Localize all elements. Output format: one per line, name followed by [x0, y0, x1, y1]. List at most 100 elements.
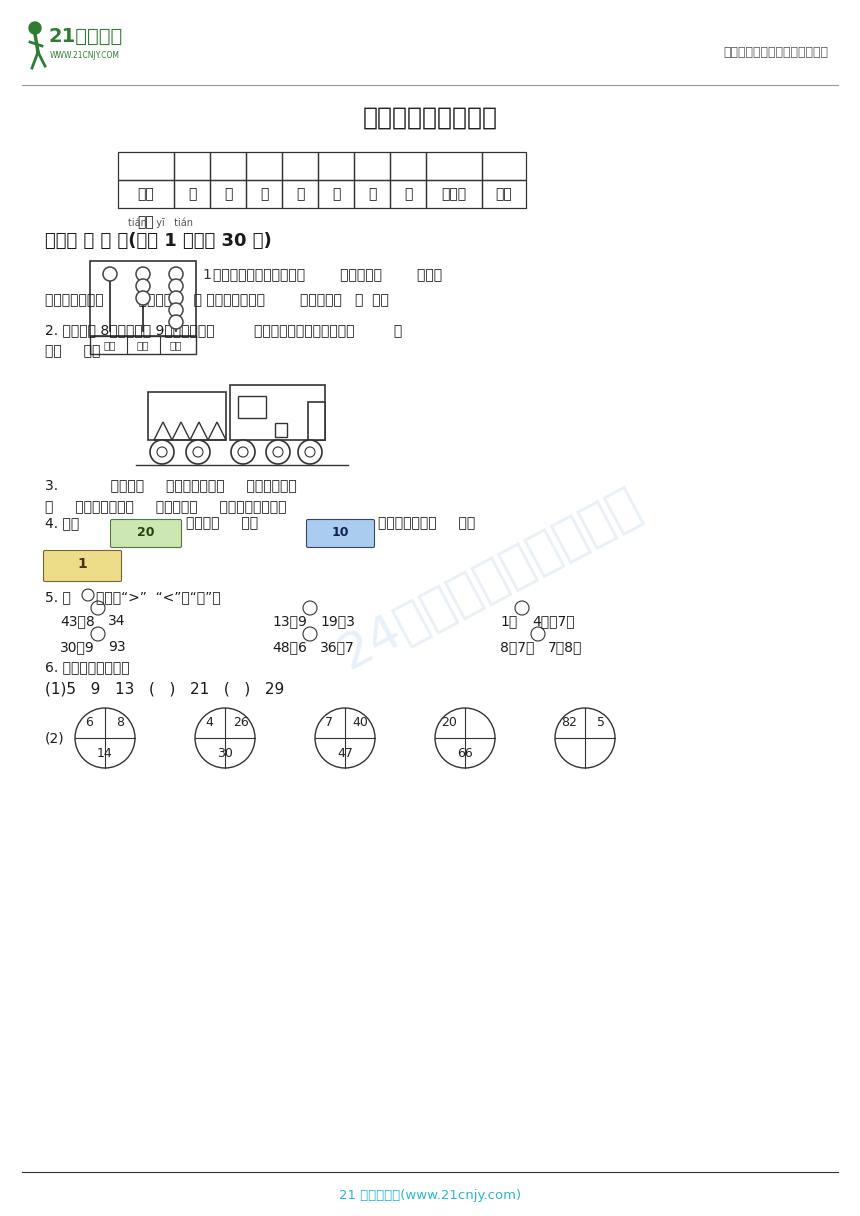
Text: 左图计数器上的数读作（        ），写作（        ）。这: 左图计数器上的数读作（ ），写作（ ）。这: [213, 268, 442, 282]
Text: 1: 1: [77, 557, 87, 572]
Bar: [426, 180, 482, 208]
Text: 3.            图中有（     ）个长方形，（     ）个正方形，: 3. 图中有（ ）个长方形，（ ）个正方形，: [45, 478, 297, 492]
Circle shape: [169, 315, 183, 330]
Circle shape: [305, 447, 315, 457]
Circle shape: [298, 440, 322, 465]
Text: 47: 47: [337, 747, 353, 760]
Text: 30＋9: 30＋9: [60, 640, 95, 654]
Text: 6: 6: [85, 716, 94, 728]
Circle shape: [157, 447, 167, 457]
Text: 5: 5: [597, 716, 605, 728]
Bar: [118, 152, 174, 180]
Text: 六: 六: [368, 187, 376, 201]
Text: 8元7角: 8元7角: [500, 640, 534, 654]
Text: 4角＋7角: 4角＋7角: [532, 614, 574, 627]
Text: 19＋3: 19＋3: [320, 614, 355, 627]
Text: 中小学教育资源及组卷应用平台: 中小学教育资源及组卷应用平台: [723, 45, 828, 58]
Circle shape: [195, 708, 255, 769]
Text: 21世纪教育: 21世纪教育: [48, 27, 122, 45]
Bar: [22, 15, 187, 81]
Text: 36＋7: 36＋7: [320, 640, 354, 654]
Circle shape: [193, 447, 203, 457]
Text: 可以换（     ）张: 可以换（ ）张: [186, 516, 258, 530]
Bar: [148, 392, 226, 440]
Bar: [275, 423, 287, 437]
Text: 24世纪教育网精选资料: 24世纪教育网精选资料: [331, 480, 648, 680]
Bar: [118, 180, 174, 208]
Text: 43－8: 43－8: [60, 614, 95, 627]
Text: 20: 20: [441, 716, 458, 728]
Text: 4. 一张: 4. 一张: [45, 516, 79, 530]
Text: (2): (2): [45, 731, 64, 745]
Bar: [174, 180, 210, 208]
Text: 和（     ）。: 和（ ）。: [45, 344, 101, 358]
Bar: [90, 336, 196, 354]
Circle shape: [266, 440, 290, 465]
Text: 13＋9: 13＋9: [272, 614, 307, 627]
Circle shape: [136, 291, 150, 305]
Text: 7元8角: 7元8角: [548, 640, 582, 654]
Bar: [90, 261, 196, 336]
Bar: [238, 396, 266, 418]
Circle shape: [169, 291, 183, 305]
Circle shape: [91, 601, 105, 615]
Circle shape: [29, 22, 41, 34]
Text: 5. 在: 5. 在: [45, 590, 71, 604]
Text: 题号: 题号: [138, 187, 155, 201]
Circle shape: [515, 601, 529, 615]
Bar: [210, 180, 246, 208]
Text: 26: 26: [233, 716, 249, 728]
Bar: [246, 180, 282, 208]
Circle shape: [75, 708, 135, 769]
Circle shape: [238, 447, 248, 457]
Text: 二: 二: [224, 187, 232, 201]
Bar: [390, 180, 426, 208]
Text: 四: 四: [296, 187, 304, 201]
Text: 期末素养达标测试卷: 期末素养达标测试卷: [363, 106, 497, 130]
Text: 34: 34: [108, 614, 126, 627]
Text: 48－6: 48－6: [272, 640, 307, 654]
Text: 93: 93: [108, 640, 126, 654]
Bar: [390, 152, 426, 180]
Text: 4: 4: [206, 716, 213, 728]
Text: 30: 30: [217, 747, 233, 760]
Text: 一: 一: [187, 187, 196, 201]
Circle shape: [531, 627, 545, 641]
Text: （     ）个三角形，（     ）个圆，（     ）个平行四边形。: （ ）个三角形，（ ）个圆，（ ）个平行四边形。: [45, 500, 286, 514]
Text: WWW.21CNJY.COM: WWW.21CNJY.COM: [50, 51, 120, 60]
Text: 得分: 得分: [138, 215, 155, 229]
Bar: [354, 180, 390, 208]
Bar: [230, 385, 325, 440]
Text: 40: 40: [353, 716, 369, 728]
Text: 总分: 总分: [495, 187, 513, 201]
Circle shape: [91, 627, 105, 641]
Circle shape: [136, 268, 150, 281]
Circle shape: [169, 278, 183, 293]
Text: 20: 20: [138, 525, 155, 539]
Text: 三: 三: [260, 187, 268, 201]
Bar: [282, 180, 318, 208]
Text: tián   yī   tián: tián yī tián: [128, 218, 193, 229]
Text: 个位: 个位: [169, 340, 182, 350]
Text: 十位: 十位: [137, 340, 150, 350]
Text: 66: 66: [458, 747, 473, 760]
Circle shape: [555, 708, 615, 769]
Circle shape: [136, 278, 150, 293]
Text: 21 世纪教育网(www.21cnjy.com): 21 世纪教育网(www.21cnjy.com): [339, 1188, 521, 1201]
Text: 里填上“>”  “<”或“＝”。: 里填上“>” “<”或“＝”。: [96, 590, 221, 604]
Text: 82: 82: [562, 716, 577, 728]
Text: (1)5   9   13   (   )   21   (   )   29: (1)5 9 13 ( ) 21 ( ) 29: [45, 682, 285, 697]
Text: 七: 七: [404, 187, 412, 201]
Circle shape: [435, 708, 495, 769]
Bar: [354, 152, 390, 180]
Text: 2. 十位上是 8，个位上是 9，这个数是（         ），与它相邻的数分别是（         ）: 2. 十位上是 8，个位上是 9，这个数是（ ），与它相邻的数分别是（ ）: [45, 323, 402, 337]
Circle shape: [169, 268, 183, 281]
Text: 百位: 百位: [104, 340, 116, 350]
Circle shape: [103, 268, 117, 281]
Bar: [282, 152, 318, 180]
Circle shape: [186, 440, 210, 465]
Text: 个数十位上是（        ），表示（   十 ）；个位上是（        ），表示（   个  ）。: 个数十位上是（ ），表示（ 十 ）；个位上是（ ），表示（ 个 ）。: [45, 293, 389, 306]
Circle shape: [82, 589, 94, 601]
Bar: [426, 152, 482, 180]
FancyBboxPatch shape: [110, 519, 181, 547]
